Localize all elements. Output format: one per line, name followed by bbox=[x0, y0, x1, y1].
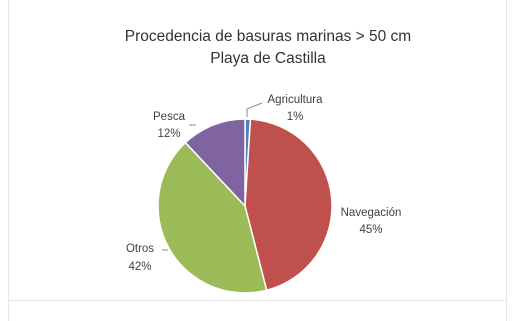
category-label-pesca: Pesca bbox=[153, 111, 186, 123]
chart-subtitle: Playa de Castilla bbox=[210, 50, 326, 67]
slice-otros bbox=[157, 141, 268, 294]
chart-title: Procedencia de basuras marinas > 50 cm bbox=[125, 28, 411, 45]
leader-line-agricultura bbox=[246, 102, 263, 117]
chart-border-right bbox=[506, 0, 507, 321]
pie-slices bbox=[157, 118, 333, 294]
category-label-navegacion: Navegación bbox=[341, 207, 402, 219]
chart-border-bottom bbox=[8, 300, 507, 301]
chart-border-left bbox=[8, 0, 9, 321]
value-label-navegacion: 45% bbox=[359, 224, 382, 236]
category-label-agricultura: Agricultura bbox=[268, 94, 324, 106]
value-label-agricultura: 1% bbox=[287, 111, 304, 123]
category-label-otros: Otros bbox=[126, 243, 154, 255]
slice-pesca bbox=[184, 118, 246, 208]
value-label-pesca: 12% bbox=[157, 128, 180, 140]
slice-navegacion bbox=[244, 118, 333, 292]
value-label-otros: 42% bbox=[128, 261, 151, 273]
